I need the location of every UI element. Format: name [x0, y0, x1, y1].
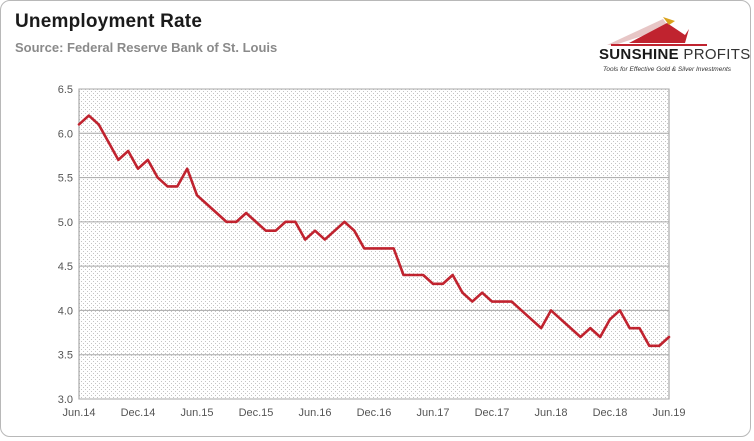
x-axis-ticks: Jun.14 Dec.14 Jun.15 Dec.15 Jun.16 Dec.16 Jun.… — [62, 407, 685, 419]
chart-source: Source: Federal Reserve Bank of St. Loui… — [15, 40, 278, 55]
y-tick-label: 4.0 — [58, 305, 73, 317]
y-tick-label: 6.0 — [58, 128, 73, 140]
y-tick-label: 5.5 — [58, 173, 73, 185]
x-tick-label: Jun.15 — [180, 407, 213, 419]
logo-name-bold: SUNSHINE — [599, 46, 679, 63]
y-tick-label: 5.0 — [58, 217, 73, 229]
chart-title: Unemployment Rate — [15, 11, 203, 32]
y-gridlines — [79, 88, 669, 400]
x-tick-label: Dec.18 — [593, 407, 628, 419]
y-tick-label: 6.5 — [58, 84, 73, 96]
x-tick-label: Jun.14 — [62, 407, 95, 419]
x-tick-label: Dec.14 — [121, 407, 156, 419]
x-tick-label: Jun.16 — [298, 407, 331, 419]
series-line — [77, 114, 671, 348]
x-tick-label: Jun.18 — [534, 407, 567, 419]
x-tick-label: Jun.17 — [416, 407, 449, 419]
y-tick-label: 4.5 — [58, 261, 73, 273]
y-axis-ticks: 3.0 3.5 4.0 4.5 5.0 5.5 6.0 6.5 — [58, 84, 73, 406]
logo-tagline: Tools for Effective Gold & Silver Invest… — [603, 66, 732, 73]
y-tick-label: 3.0 — [58, 394, 73, 406]
sunshine-profits-logo: SUNSHINE PROFITS Tools for Effective Gol… — [589, 13, 750, 83]
logo-wordmark: SUNSHINE PROFITS — [599, 46, 751, 63]
x-tick-label: Dec.15 — [239, 407, 274, 419]
logo-arrow-icon — [607, 17, 707, 46]
plot-area — [78, 88, 670, 400]
x-tick-label: Dec.17 — [475, 407, 510, 419]
y-tick-label: 3.5 — [58, 350, 73, 362]
x-tick-label: Jun.19 — [652, 407, 685, 419]
logo-name-light: PROFITS — [683, 46, 751, 63]
x-tick-label: Dec.16 — [357, 407, 392, 419]
